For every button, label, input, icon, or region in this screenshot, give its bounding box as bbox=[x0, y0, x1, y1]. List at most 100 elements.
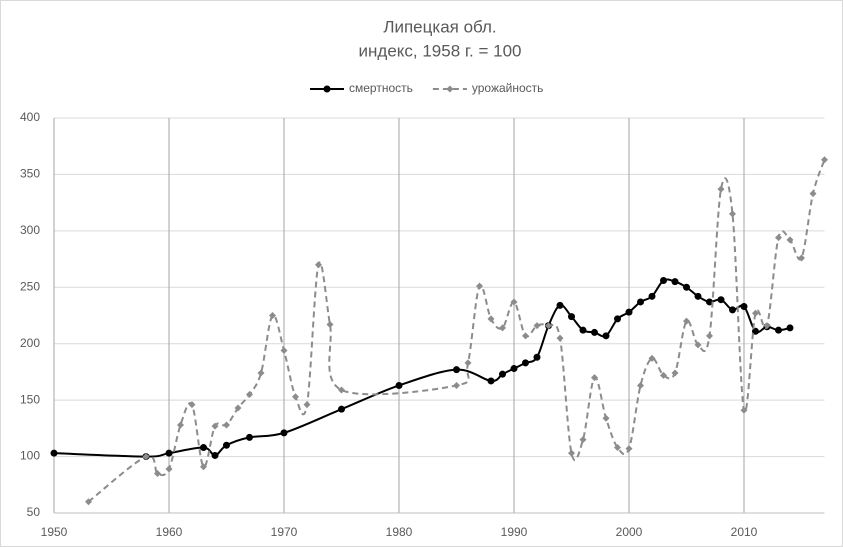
point bbox=[315, 261, 322, 269]
point bbox=[694, 292, 702, 300]
point bbox=[85, 498, 92, 506]
point bbox=[223, 441, 230, 449]
point bbox=[234, 404, 242, 412]
point bbox=[269, 312, 276, 319]
point bbox=[522, 332, 529, 340]
point bbox=[786, 236, 794, 244]
point bbox=[50, 449, 58, 457]
point bbox=[717, 296, 725, 304]
point bbox=[625, 308, 633, 316]
point bbox=[338, 386, 345, 394]
point bbox=[154, 470, 161, 477]
point bbox=[775, 326, 782, 334]
point bbox=[637, 298, 644, 306]
point bbox=[683, 283, 690, 291]
x-tick-label: 2000 bbox=[616, 525, 643, 539]
point bbox=[165, 449, 173, 457]
point bbox=[671, 278, 679, 286]
chart-title: Липецкая обл. bbox=[383, 17, 496, 36]
point bbox=[752, 309, 759, 317]
point bbox=[637, 381, 644, 389]
point bbox=[246, 391, 253, 398]
point bbox=[177, 421, 184, 429]
point bbox=[706, 298, 713, 306]
y-tick-label: 50 bbox=[27, 505, 41, 519]
point bbox=[625, 445, 633, 453]
y-tick-label: 100 bbox=[20, 449, 40, 463]
point bbox=[326, 321, 334, 329]
point bbox=[522, 359, 529, 367]
point bbox=[717, 185, 725, 193]
point bbox=[395, 381, 403, 389]
legend-marker bbox=[323, 85, 331, 93]
point bbox=[499, 370, 506, 378]
point bbox=[453, 381, 460, 389]
point bbox=[292, 393, 299, 401]
point bbox=[602, 414, 610, 422]
point bbox=[591, 328, 598, 336]
y-tick-label: 400 bbox=[20, 110, 40, 124]
point bbox=[533, 322, 541, 330]
point bbox=[280, 346, 288, 354]
point bbox=[188, 401, 196, 409]
legend-marker bbox=[446, 85, 454, 93]
point bbox=[200, 444, 207, 452]
y-tick-label: 200 bbox=[20, 336, 40, 350]
legend-label: смертность bbox=[349, 81, 413, 95]
point bbox=[510, 298, 518, 306]
point bbox=[338, 405, 345, 413]
point bbox=[729, 210, 736, 218]
point bbox=[648, 292, 656, 300]
point bbox=[763, 322, 771, 330]
point bbox=[740, 302, 748, 310]
y-tick-label: 150 bbox=[20, 392, 40, 406]
point bbox=[556, 334, 564, 342]
point bbox=[729, 306, 736, 314]
point bbox=[487, 377, 495, 385]
point bbox=[200, 463, 207, 471]
point bbox=[579, 436, 587, 444]
point bbox=[211, 422, 219, 430]
point bbox=[821, 156, 828, 164]
point bbox=[499, 324, 506, 332]
point bbox=[223, 421, 230, 429]
point bbox=[694, 341, 702, 349]
point bbox=[614, 444, 621, 452]
point bbox=[246, 433, 253, 441]
point bbox=[786, 324, 794, 332]
point bbox=[602, 332, 610, 340]
point bbox=[660, 277, 667, 285]
point bbox=[579, 326, 587, 334]
point bbox=[591, 374, 598, 382]
x-tick-label: 1970 bbox=[271, 525, 298, 539]
point bbox=[545, 322, 552, 330]
point bbox=[476, 282, 483, 290]
point bbox=[142, 453, 150, 461]
point bbox=[671, 369, 679, 377]
y-tick-label: 350 bbox=[20, 167, 40, 181]
point bbox=[464, 359, 472, 367]
point bbox=[648, 354, 656, 362]
point bbox=[809, 190, 817, 198]
x-tick-label: 1960 bbox=[156, 525, 183, 539]
point bbox=[556, 301, 564, 309]
x-tick-label: 1990 bbox=[501, 525, 528, 539]
point bbox=[510, 365, 518, 373]
point bbox=[798, 254, 805, 262]
legend-label: урожайность bbox=[472, 81, 544, 95]
point bbox=[660, 371, 667, 379]
point bbox=[453, 366, 460, 374]
point bbox=[568, 449, 575, 457]
point bbox=[568, 313, 575, 321]
point bbox=[211, 451, 219, 459]
y-tick-label: 300 bbox=[20, 223, 40, 237]
x-tick-label: 1980 bbox=[386, 525, 413, 539]
point bbox=[533, 353, 541, 361]
y-tick-label: 250 bbox=[20, 279, 40, 293]
x-tick-label: 1950 bbox=[41, 525, 68, 539]
point bbox=[303, 401, 311, 409]
point bbox=[775, 234, 782, 242]
x-tick-label: 2010 bbox=[731, 525, 758, 539]
point bbox=[614, 315, 621, 323]
